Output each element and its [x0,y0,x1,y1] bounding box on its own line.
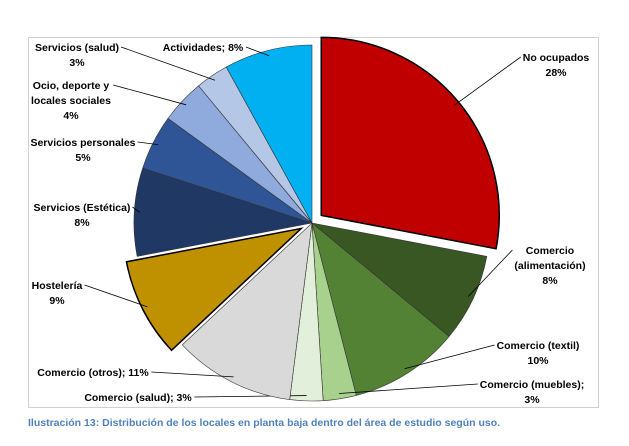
leader-line-6 [84,284,148,308]
pie-slice-11 [225,44,313,224]
leader-line-11 [245,46,270,57]
leader-line-2 [404,344,495,370]
leader-line-9 [113,84,187,106]
slice-label-1: Comercio (alimentación) 8% [514,245,585,287]
leader-line-8 [137,141,159,146]
leader-line-1 [467,249,513,297]
slice-label-4: Comercio (salud); 3% [84,392,192,404]
pie-slice-6 [125,227,304,352]
pie-slice-2 [311,222,450,396]
slice-label-6: Hostelería 9% [32,280,83,307]
chart-area [28,37,599,408]
leader-line-3 [338,383,478,394]
leader-line-10 [120,46,216,81]
figure-caption: Ilustración 13: Distribución de los loca… [28,417,501,429]
pie-slice-0 [320,36,500,250]
pie-slice-1 [311,222,488,337]
slice-label-5: Comercio (otros); 11% [37,367,149,379]
pie-slice-7 [133,167,313,257]
slice-label-0: No ocupados 28% [523,52,590,79]
slice-label-8: Servicios personales 5% [30,137,135,164]
pie-slice-5 [181,222,313,400]
leader-line-5 [151,371,234,378]
leader-line-7 [132,206,140,213]
slice-label-9: Ocio, deporte y locales sociales 4% [31,80,111,122]
slice-label-10: Servicios (salud) 3% [35,42,119,69]
slice-label-11: Actividades; 8% [163,42,244,54]
slice-label-3: Comercio (muebles); 3% [480,379,584,406]
slice-label-2: Comercio (textil) 10% [497,340,580,367]
leader-line-0 [454,56,521,106]
slice-label-7: Servicios (Estética) 8% [34,202,131,229]
